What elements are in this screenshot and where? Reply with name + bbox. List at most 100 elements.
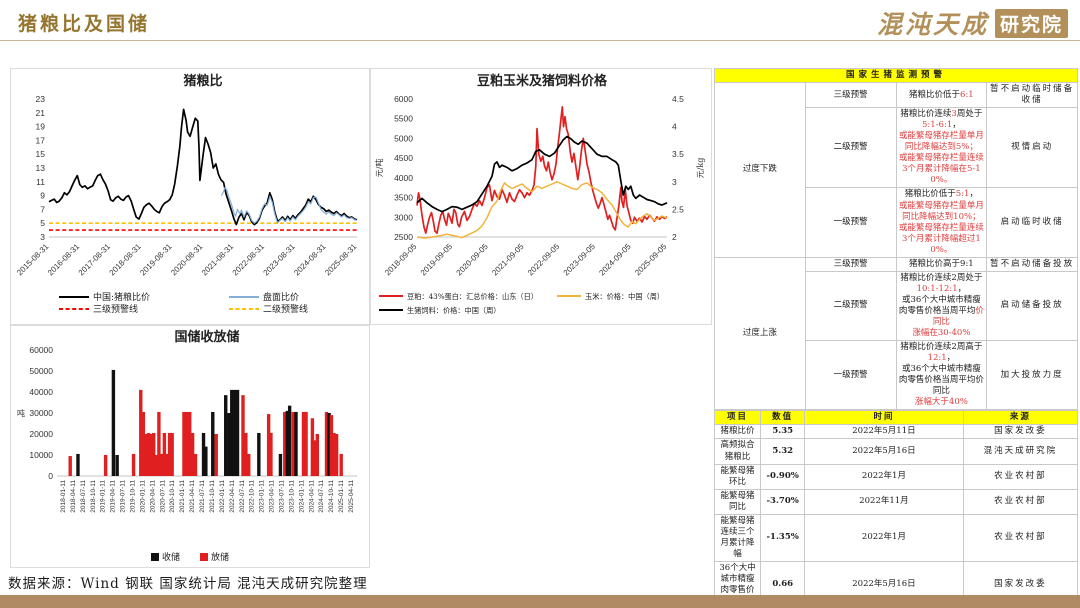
svg-text:2021-01-11: 2021-01-11 [179,480,186,513]
warning-condition: 猪粮比价连续2周处于10:1-12:1， 或36个大中城市精瘦肉零售价格当周平均价… [895,270,988,342]
indicator-table: 项目 数值 时间 来源 猪粮比价 5.35 2022年5月11日 国家发改委 高频拟合猪粮比 5.… [713,410,1079,608]
svg-text:元/kg: 元/kg [696,158,705,179]
indicator-item: 猪粮比价 [713,424,762,440]
svg-text:2024-10-11: 2024-10-11 [328,480,335,513]
warning-condition: 猪粮比价高于9:1 [895,256,988,272]
svg-text:2015-08-31: 2015-08-31 [15,242,51,278]
svg-text:60000: 60000 [29,345,53,355]
svg-text:收储: 收储 [162,551,180,563]
warning-action: 启动临时收储 [986,187,1078,258]
svg-text:4500: 4500 [394,153,413,163]
indicator-item: 能繁母猪连续三个月累计降幅 [713,513,762,562]
svg-text:4000: 4000 [394,173,413,183]
svg-text:2021-07-11: 2021-07-11 [199,480,206,513]
warning-rule-row: 二级预警 猪粮比价连续2周处于10:1-12:1， 或36个大中城市精瘦肉零售价格当… [715,270,1078,342]
svg-text:17: 17 [36,135,46,145]
svg-text:2025-08-31: 2025-08-31 [323,242,359,278]
header-divider [0,40,1080,41]
svg-text:2024-08-31: 2024-08-31 [292,242,328,278]
svg-text:2024-04-11: 2024-04-11 [308,480,315,513]
svg-text:2018-07-11: 2018-07-11 [80,480,87,513]
warning-rules-table: 国家生猪监测预警 过度下跌 三级预警 猪粮比价低于6:1 暂不启动临时储备收储 二级预警猪… [714,67,1078,411]
svg-text:2023-10-11: 2023-10-11 [288,480,295,513]
svg-text:生猪饲料：价格：中国（周）: 生猪饲料：价格：中国（周） [407,306,500,315]
svg-text:2017-08-31: 2017-08-31 [77,242,113,278]
svg-text:2024-07-11: 2024-07-11 [318,480,325,513]
svg-text:2018-09-05: 2018-09-05 [383,242,419,278]
svg-text:放储: 放储 [211,551,229,563]
svg-text:11: 11 [36,177,45,187]
svg-text:2016-08-31: 2016-08-31 [46,242,82,278]
svg-text:2022-04-11: 2022-04-11 [229,480,236,513]
svg-text:2019-07-11: 2019-07-11 [120,480,127,513]
indicator-row: 能繁母猪同比 -3.70% 2022年11月 农业农村部 [713,488,1079,515]
bottom-accent-bar [0,595,1080,608]
warning-condition: 猪粮比价连续3周处于5:1-6:1， 或能繁母猪存栏量单月同比降幅达到5%； 或能繁… [895,107,988,189]
brand-name: 混沌天成 [876,10,989,39]
svg-text:猪粮比: 猪粮比 [182,73,222,89]
svg-text:吨: 吨 [17,408,25,418]
svg-text:3.5: 3.5 [672,149,684,159]
svg-text:2019-10-11: 2019-10-11 [130,480,137,513]
svg-text:2020-07-11: 2020-07-11 [159,480,166,513]
svg-text:2022-07-11: 2022-07-11 [239,480,246,513]
reserve-bar-chart: 国储收放储 0 10000 20000 30000 40000 50000 60000 吨 201… [10,325,370,568]
svg-text:2022-10-11: 2022-10-11 [249,480,256,513]
svg-text:2021-10-11: 2021-10-11 [209,480,216,513]
indicator-row: 猪粮比价 5.35 2022年5月11日 国家发改委 [713,424,1079,440]
svg-text:3500: 3500 [394,193,413,203]
data-source-note: 数据来源：Wind 钢联 国家统计局 混沌天成研究院整理 [8,576,368,592]
warning-action: 视情启动 [986,107,1078,189]
svg-text:2500: 2500 [394,232,413,242]
indicator-value: -0.90% [760,463,806,490]
brand-logo: 混沌天成 研究院 [877,5,1068,41]
feed-price-chart: 豆粕玉米及猪饲料价格 2500 3000 3500 4000 4500 5000 5500 60… [370,68,712,325]
indicator-source: 农业农村部 [962,463,1079,490]
svg-text:13: 13 [36,163,46,173]
svg-text:5: 5 [40,218,45,228]
svg-text:4: 4 [672,122,677,132]
svg-text:30000: 30000 [29,408,53,418]
svg-text:三级预警线: 三级预警线 [93,303,138,315]
svg-text:40000: 40000 [29,387,53,397]
warning-level: 一级预警 [804,340,897,411]
pig-grain-ratio-chart: 猪粮比 3 5 7 9 11 13 15 17 19 21 23 2015-08-31 2016-08-3… [10,68,370,325]
svg-text:盘面比价: 盘面比价 [263,291,299,303]
warning-condition: 猪粮比价连续2周高于12:1， 或36个大中城市精瘦肉零售价格当周平均价同比 涨幅大… [895,340,988,411]
svg-text:2019-09-05: 2019-09-05 [419,242,455,278]
indicator-row: 能繁母猪环比 -0.90% 2022年1月 农业农村部 [713,463,1079,490]
warning-level: 二级预警 [804,270,897,342]
svg-text:20000: 20000 [29,429,53,439]
svg-text:2023-01-11: 2023-01-11 [259,480,266,513]
warning-table-title: 国家生猪监测预警 [714,67,1078,84]
warning-level: 二级预警 [804,107,897,189]
indicator-column-header: 时间 [804,410,964,426]
warning-rule-row: 二级预警 猪粮比价连续3周处于5:1-6:1， 或能繁母猪存栏量单月同比降幅达到5%… [715,107,1078,189]
warning-level: 三级预警 [804,82,897,109]
svg-text:3: 3 [672,177,677,187]
indicator-time: 2022年5月16日 [804,438,964,465]
svg-text:2018-04-11: 2018-04-11 [70,480,77,513]
svg-text:二级预警线: 二级预警线 [263,303,308,315]
svg-text:2023-07-11: 2023-07-11 [278,480,285,513]
indicator-time: 2022年11月 [804,488,964,515]
svg-text:21: 21 [36,108,46,118]
warning-rule-row: 一级预警 猪粮比价连续2周高于12:1， 或36个大中城市精瘦肉零售价格当周平均价同… [715,340,1078,411]
brand-badge: 研究院 [994,8,1068,38]
svg-text:元/吨: 元/吨 [374,159,384,178]
svg-text:7: 7 [40,204,45,214]
indicator-value: 5.35 [760,424,806,440]
svg-text:23: 23 [36,94,46,104]
svg-text:国储收放储: 国储收放储 [174,329,239,345]
svg-text:3000: 3000 [394,212,413,222]
svg-text:2025-09-05: 2025-09-05 [633,242,669,278]
svg-text:2020-08-31: 2020-08-31 [169,242,205,278]
warning-condition: 猪粮比价低于5:1， 或能繁母猪存栏量单月同比降幅达到10%； 或能繁母猪存栏量连续… [895,187,988,258]
svg-text:2022-08-31: 2022-08-31 [231,242,267,278]
indicator-source: 国家发改委 [962,424,1079,440]
svg-text:2025-01-11: 2025-01-11 [338,480,345,513]
indicator-item: 高频拟合猪粮比 [713,438,762,465]
svg-text:2022-09-05: 2022-09-05 [526,242,562,278]
warning-rule-row: 过度下跌 三级预警 猪粮比价低于6:1 暂不启动临时储备收储 [714,82,1078,258]
